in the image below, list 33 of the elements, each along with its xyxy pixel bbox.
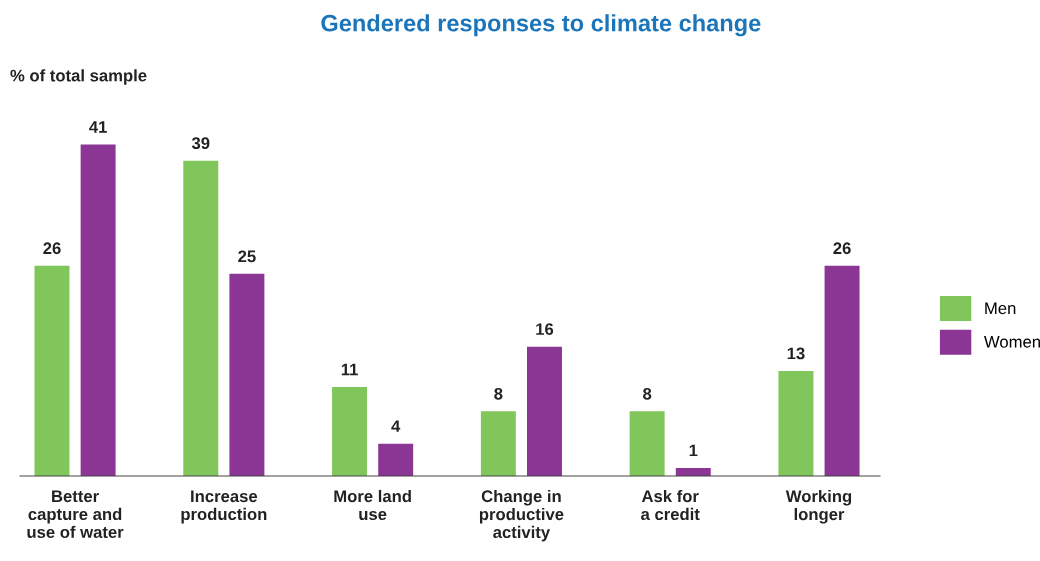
bar [378, 443, 414, 476]
bar [480, 411, 516, 476]
data-label: 39 [191, 137, 210, 150]
bar [527, 346, 562, 476]
chart-title: Gendered responses to climate change [321, 14, 761, 37]
x-tick-label: Working longer [785, 489, 852, 524]
bar [332, 387, 368, 476]
x-tick-label: Increase production [181, 490, 267, 524]
bar [183, 160, 219, 476]
data-label: 26 [43, 242, 61, 255]
bar [229, 273, 265, 476]
x-tick-label: Better capture and use of water [27, 490, 124, 539]
data-label: 25 [238, 250, 256, 263]
data-label: 41 [89, 121, 107, 133]
legend-label: Men [985, 302, 1016, 315]
legend-label: Women [984, 336, 1040, 348]
bar [778, 370, 814, 476]
y-axis-title: % of total sample [10, 69, 147, 85]
x-tick-label: More land use [334, 489, 411, 521]
bar [80, 144, 116, 476]
data-label: 26 [833, 242, 851, 255]
x-tick-label: Ask for a credit [641, 489, 700, 521]
data-label: 4 [391, 420, 401, 432]
x-tick-label: Change in productive activity [479, 489, 564, 542]
data-label: 8 [643, 387, 652, 400]
data-label: 1 [689, 444, 698, 457]
data-label: 11 [341, 363, 358, 376]
bar [629, 411, 665, 476]
bar [34, 265, 70, 476]
data-label: 16 [536, 323, 554, 336]
bar [824, 265, 860, 476]
data-label: 13 [787, 347, 805, 360]
data-label: 8 [494, 387, 503, 400]
